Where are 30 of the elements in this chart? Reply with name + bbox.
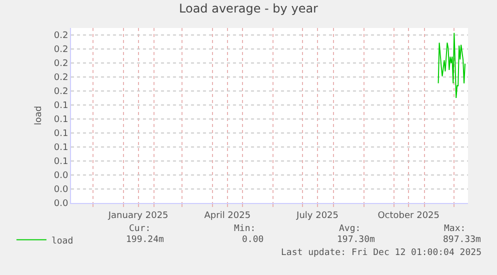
- x-tick-label: January 2025: [107, 210, 168, 221]
- y-tick-label: 0.2: [54, 87, 68, 98]
- legend-label: load: [51, 236, 74, 246]
- text: Last update: Fri Dec 12 01:00:04 2025: [281, 248, 482, 258]
- y-tick-label: 0.1: [54, 129, 68, 140]
- text: Cur:: [129, 224, 151, 234]
- x-tick-label: April 2025: [204, 210, 251, 221]
- chart-title: Load average - by year: [179, 2, 318, 16]
- y-tick-label: 0.2: [54, 45, 68, 56]
- y-tick-label: 0.2: [54, 31, 68, 42]
- y-tick-label: 0.1: [54, 143, 68, 154]
- text: Avg:: [339, 224, 361, 234]
- y-tick-label: 0.2: [54, 59, 68, 70]
- y-tick-label: 0.1: [54, 157, 68, 168]
- x-tick-label: July 2025: [296, 210, 338, 221]
- text: Max:: [444, 224, 466, 234]
- text: 197.30m: [337, 235, 375, 245]
- text: 0.00: [242, 235, 264, 245]
- y-tick-label: 0.1: [54, 101, 68, 112]
- x-tick-label: October 2025: [378, 210, 440, 221]
- y-tick-label: 0.1: [54, 115, 68, 126]
- y-tick-label: 0.0: [54, 185, 68, 196]
- text: 199.24m: [126, 235, 164, 245]
- text: 897.33m: [443, 235, 481, 245]
- y-tick-label: 0.2: [54, 73, 68, 84]
- line-series: [438, 32, 466, 98]
- y-axis-title: load: [34, 106, 44, 126]
- y-tick-label: 0.0: [54, 171, 68, 182]
- text: Min:: [234, 224, 256, 234]
- y-tick-label: 0.0: [54, 199, 68, 210]
